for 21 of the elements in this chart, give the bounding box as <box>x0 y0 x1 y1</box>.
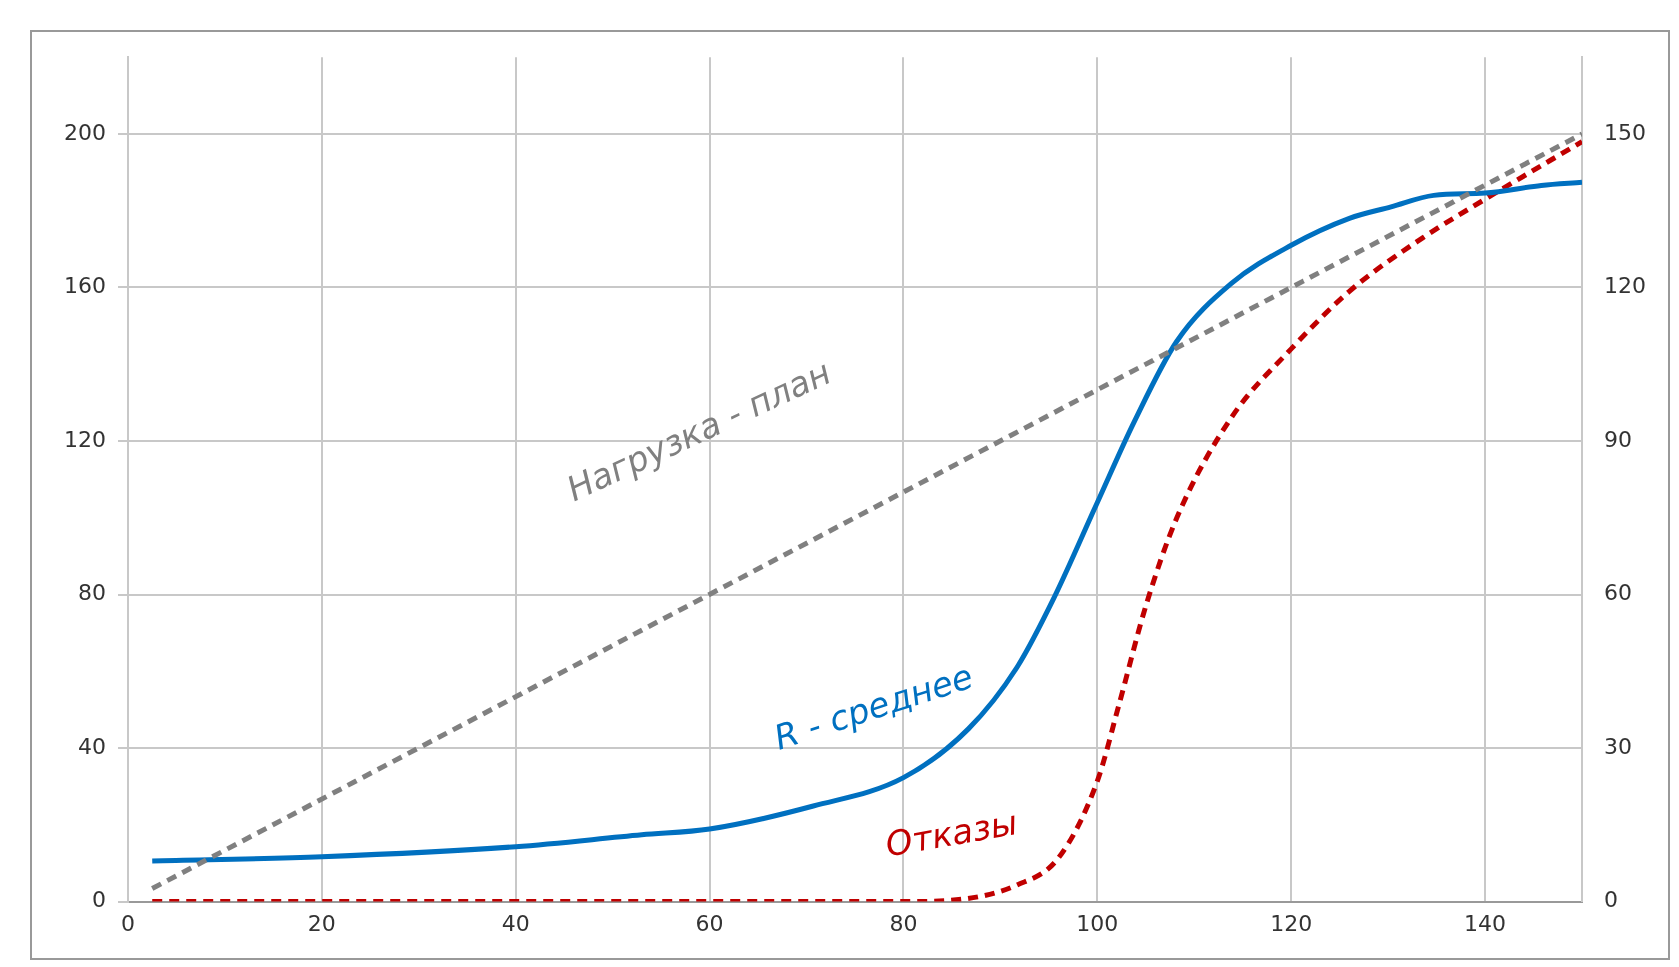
y-tick-label: 160 <box>63 273 106 299</box>
x-tick-label: 80 <box>889 910 918 936</box>
y2-tick-label: 0 <box>1604 887 1619 913</box>
y-tick-label: 200 <box>63 119 106 145</box>
y-tick-label: 0 <box>91 887 106 913</box>
x-tick-label: 0 <box>120 910 135 936</box>
x-tick-label: 100 <box>1076 910 1119 936</box>
y2-tick-label: 120 <box>1604 273 1647 299</box>
x-tick-label: 40 <box>501 910 530 936</box>
y2-tick-label: 60 <box>1604 580 1633 606</box>
y-tick-label: 80 <box>77 580 106 606</box>
x-tick-label: 60 <box>695 910 724 936</box>
x-tick-label: 20 <box>307 910 336 936</box>
y-tick-label: 40 <box>77 733 106 759</box>
y2-tick-label: 30 <box>1604 733 1633 759</box>
y-tick-label: 120 <box>63 426 106 452</box>
x-tick-label: 120 <box>1270 910 1313 936</box>
text: Отказы <box>882 801 1021 865</box>
y2-tick-label: 150 <box>1604 119 1647 145</box>
y2-tick-label: 90 <box>1604 426 1633 452</box>
x-tick-label: 140 <box>1464 910 1507 936</box>
